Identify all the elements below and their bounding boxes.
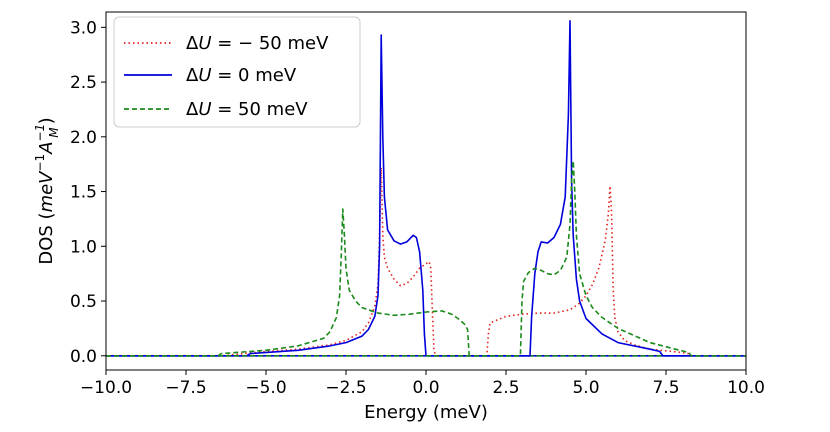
x-tick-label: 7.5 [652,378,679,398]
series-line [106,208,746,357]
legend-entry-plus50: ΔU = 50 meV [124,99,308,120]
series-line [106,160,746,357]
series-layer [106,19,746,357]
x-axis: −10.0 −7.5 −5.0 −2.5 0.0 2.5 5.0 7.5 10.0 [80,370,765,398]
legend-entry-zero: ΔU = 0 meV [124,65,297,86]
legend-box [113,16,361,128]
x-tick-label: 0.0 [412,378,439,398]
y-tick-label: 0.0 [70,347,97,367]
legend-label-minus50: ΔU = − 50 meV [186,33,329,54]
y-tick-label: 2.5 [70,73,97,93]
legend-label-zero: ΔU = 0 meV [186,65,297,86]
series-line [106,34,746,357]
x-tick-label: 5.0 [572,378,599,398]
x-tick-label: 2.5 [492,378,519,398]
legend-entry-minus50: ΔU = − 50 meV [124,33,329,54]
y-axis: 0.0 0.5 1.0 1.5 2.0 2.5 3.0 [70,18,106,367]
series-line [106,166,746,357]
x-tick-label: −5.0 [245,378,286,398]
series-line [106,19,746,357]
y-tick-label: 0.5 [70,292,97,312]
x-tick-label: −7.5 [165,378,206,398]
y-tick-label: 1.5 [70,183,97,203]
legend: ΔU = − 50 meV ΔU = 0 meV ΔU = 50 meV [113,16,361,128]
y-tick-label: 1.0 [70,237,97,257]
y-tick-label: 2.0 [70,128,97,148]
y-axis-label: DOS (meV−1A−1M) [33,117,61,264]
legend-label-plus50: ΔU = 50 meV [186,99,308,120]
x-tick-label: −10.0 [80,378,132,398]
x-axis-label: Energy (meV) [364,402,488,423]
x-tick-label: −2.5 [325,378,366,398]
x-tick-label: 10.0 [727,378,765,398]
y-tick-label: 3.0 [70,18,97,38]
